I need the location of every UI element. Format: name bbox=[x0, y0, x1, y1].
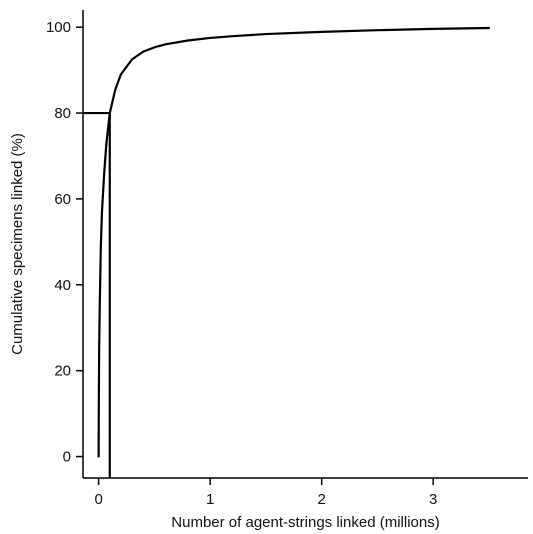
y-tick-label: 80 bbox=[54, 105, 71, 122]
tick-labels: 0 20 40 60 80 100 0 1 2 3 bbox=[46, 19, 437, 508]
tick-marks bbox=[76, 26, 434, 485]
reference-lines bbox=[83, 111, 111, 478]
y-tick-label: 60 bbox=[54, 191, 71, 208]
y-tick-label: 40 bbox=[54, 277, 71, 294]
y-tick-label: 100 bbox=[46, 19, 71, 36]
series-line-0 bbox=[97, 26, 491, 458]
y-tick-label: 20 bbox=[54, 363, 71, 380]
x-tick-label: 0 bbox=[94, 491, 102, 508]
x-tick-label: 1 bbox=[206, 491, 214, 508]
y-tick-label: 0 bbox=[63, 449, 71, 466]
y-axis-label: Cumulative specimens linked (%) bbox=[9, 133, 26, 355]
x-axis-label: Number of agent-strings linked (millions… bbox=[171, 514, 439, 531]
x-tick-label: 2 bbox=[317, 491, 325, 508]
x-tick-label: 3 bbox=[429, 491, 437, 508]
axes-frame bbox=[82, 10, 528, 479]
series-layer bbox=[97, 26, 491, 458]
